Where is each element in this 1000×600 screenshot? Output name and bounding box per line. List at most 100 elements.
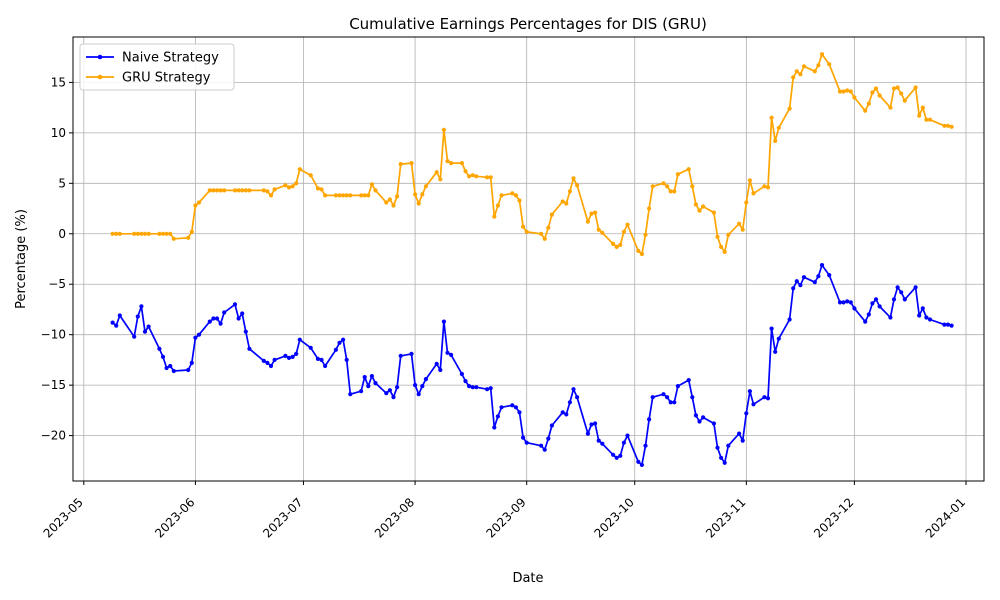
gru-strategy-point bbox=[160, 231, 166, 236]
naive-strategy-point bbox=[463, 379, 468, 384]
gru-strategy-point bbox=[193, 203, 198, 208]
naive-strategy-point bbox=[888, 315, 893, 320]
naive-strategy-point bbox=[290, 354, 295, 359]
naive-strategy-point bbox=[917, 313, 922, 318]
naive-strategy-point bbox=[895, 285, 900, 290]
naive-strategy-point bbox=[398, 353, 403, 358]
gru-strategy-point bbox=[773, 138, 778, 143]
naive-strategy-point bbox=[924, 315, 929, 320]
gru-strategy-point bbox=[672, 189, 677, 194]
naive-strategy-point bbox=[661, 392, 666, 397]
gru-strategy-point bbox=[845, 88, 850, 93]
gru-strategy-point bbox=[416, 201, 421, 206]
gru-strategy-point bbox=[308, 173, 313, 178]
gru-strategy-point bbox=[524, 229, 529, 234]
gru-strategy-point bbox=[348, 193, 353, 198]
gru-strategy-point bbox=[395, 194, 400, 199]
naive-strategy-point bbox=[366, 384, 371, 389]
gru-strategy-point bbox=[510, 191, 515, 196]
gru-strategy-point bbox=[945, 123, 951, 128]
naive-strategy-point bbox=[643, 443, 648, 448]
naive-strategy-point bbox=[719, 455, 724, 460]
gru-strategy-point bbox=[848, 89, 853, 94]
gru-strategy-point bbox=[690, 184, 695, 189]
gru-strategy-point bbox=[315, 186, 320, 191]
gru-strategy-point bbox=[549, 212, 555, 217]
gru-strategy-point bbox=[459, 161, 464, 166]
naive-strategy-point bbox=[359, 389, 364, 394]
gru-strategy-point bbox=[265, 189, 270, 194]
naive-strategy-point bbox=[942, 322, 947, 327]
naive-strategy-point bbox=[877, 304, 882, 309]
naive-strategy-point bbox=[236, 316, 241, 321]
naive-strategy-point bbox=[866, 312, 871, 317]
gru-strategy-point bbox=[369, 182, 374, 187]
gru-strategy-point bbox=[726, 232, 731, 237]
naive-strategy-point bbox=[485, 387, 490, 392]
legend-item-naive-strategy: Naive Strategy bbox=[86, 51, 219, 66]
naive-strategy-point bbox=[207, 319, 212, 324]
gru-strategy-point bbox=[647, 206, 652, 211]
gru-strategy-point bbox=[665, 184, 670, 189]
naive-strategy-series bbox=[110, 263, 954, 467]
gru-strategy-point bbox=[232, 188, 238, 193]
gru-strategy-point bbox=[949, 124, 954, 129]
naive-strategy-point bbox=[647, 417, 652, 422]
naive-strategy-point bbox=[387, 388, 392, 393]
naive-strategy-point bbox=[801, 275, 807, 280]
gru-strategy-point bbox=[920, 105, 925, 110]
gru-strategy-point bbox=[286, 185, 292, 190]
naive-strategy-point bbox=[794, 279, 799, 284]
gru-strategy-point bbox=[643, 232, 648, 237]
gru-strategy-series bbox=[110, 52, 954, 257]
gru-strategy-point bbox=[207, 188, 212, 193]
naive-strategy-point bbox=[459, 371, 464, 377]
naive-strategy-point bbox=[751, 402, 756, 407]
gru-strategy-point bbox=[891, 86, 897, 91]
naive-strategy-point bbox=[675, 384, 681, 389]
y-tick-label: 15 bbox=[51, 75, 66, 89]
y-axis: −20 −15 −10 −5 0 5 10 15 bbox=[41, 75, 73, 443]
gru-strategy-point bbox=[513, 193, 519, 198]
gru-strategy-point bbox=[841, 89, 846, 94]
gru-strategy-point bbox=[546, 225, 551, 230]
gru-strategy-point bbox=[366, 193, 371, 198]
gru-strategy-point bbox=[438, 177, 443, 182]
gru-strategy-point bbox=[114, 231, 119, 236]
gru-strategy-point bbox=[492, 214, 497, 219]
naive-strategy-point bbox=[268, 363, 274, 369]
gru-strategy-point bbox=[636, 248, 641, 253]
naive-strategy-point bbox=[420, 384, 425, 389]
naive-strategy-point bbox=[524, 440, 529, 445]
naive-strategy-point bbox=[139, 304, 144, 309]
naive-strategy-point bbox=[488, 386, 493, 391]
naive-strategy-point bbox=[650, 395, 655, 400]
naive-strategy-point bbox=[261, 358, 266, 363]
gru-strategy-point bbox=[499, 193, 504, 198]
gru-strategy-point bbox=[877, 93, 882, 98]
naive-strategy-point bbox=[539, 443, 544, 448]
gru-strategy-point bbox=[625, 222, 630, 227]
naive-strategy-point bbox=[272, 357, 277, 362]
gru-strategy-point bbox=[600, 230, 605, 235]
gru-strategy-point bbox=[621, 229, 627, 234]
gru-strategy-point bbox=[333, 193, 338, 198]
gru-strategy-point bbox=[420, 192, 425, 197]
naive-strategy-point bbox=[160, 354, 166, 359]
legend-swatch-marker bbox=[97, 74, 103, 80]
naive-strategy-point bbox=[693, 413, 699, 418]
naive-strategy-point bbox=[499, 405, 504, 410]
naive-strategy-point bbox=[474, 385, 479, 390]
gru-strategy-point bbox=[701, 204, 706, 209]
gru-strategy-point bbox=[927, 117, 933, 122]
gru-strategy-point bbox=[593, 210, 598, 215]
gru-strategy-point bbox=[283, 183, 288, 188]
gru-strategy-point bbox=[686, 167, 691, 172]
gru-strategy-point bbox=[423, 184, 428, 189]
gru-strategy-point bbox=[243, 188, 248, 193]
naive-strategy-point bbox=[341, 337, 346, 342]
gru-strategy-point bbox=[142, 231, 148, 236]
naive-strategy-point bbox=[186, 367, 191, 373]
legend-label: GRU Strategy bbox=[122, 71, 211, 86]
